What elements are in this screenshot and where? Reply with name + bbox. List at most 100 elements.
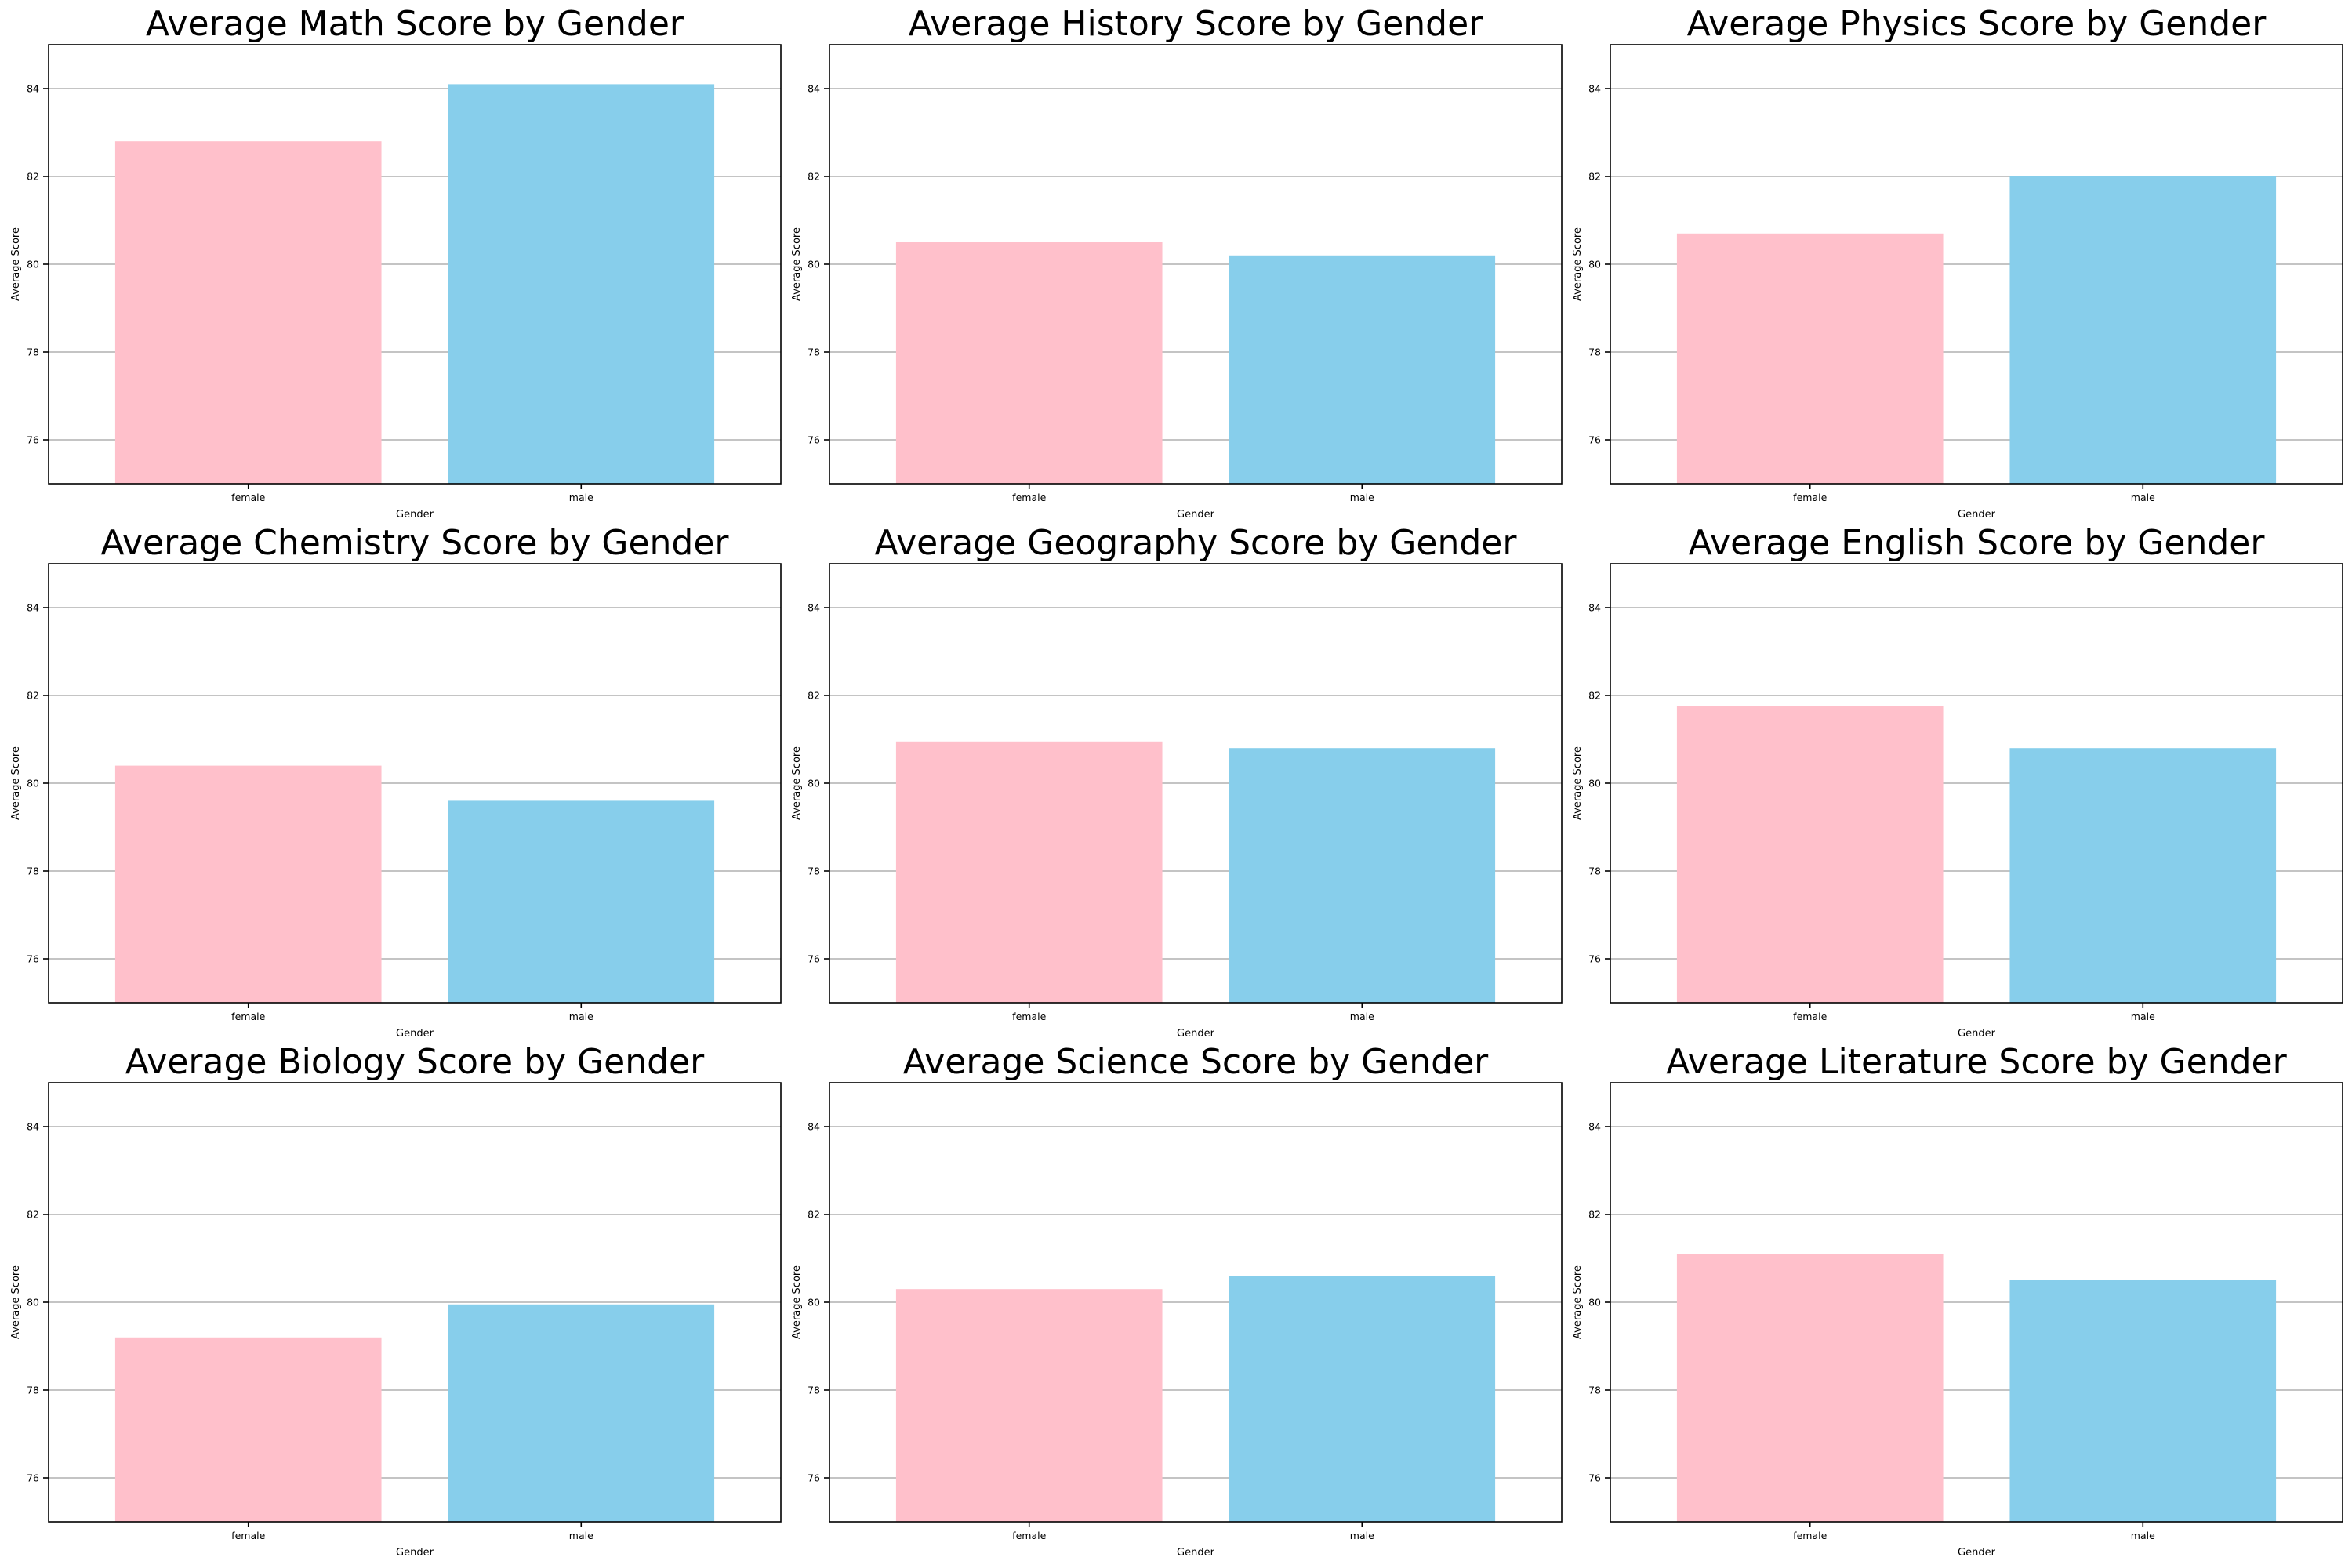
y-tick-label: 82 — [808, 171, 820, 183]
chart-title: Average Chemistry Score by Gender — [100, 523, 729, 563]
y-tick-label: 82 — [808, 690, 820, 702]
y-tick-label: 82 — [1588, 690, 1601, 702]
y-axis-label: Average Score — [791, 746, 803, 820]
y-tick-label: 82 — [1588, 171, 1601, 183]
x-tick-label: male — [1350, 492, 1374, 503]
y-tick-label: 78 — [27, 866, 39, 877]
y-tick-label: 80 — [27, 259, 39, 270]
bar-female — [114, 141, 382, 484]
x-tick-label: male — [569, 1530, 593, 1541]
y-axis-label: Average Score — [10, 746, 22, 820]
y-tick-label: 80 — [1588, 1297, 1601, 1308]
chart-panel-1: Average Math Score by Gender 76 78 80 82 84 fe… — [10, 4, 782, 521]
plot-frame — [829, 1082, 1563, 1523]
y-tick-label: 78 — [27, 1385, 39, 1396]
y-tick-label: 76 — [808, 953, 820, 965]
chart-title: Average English Score by Gender — [1689, 523, 2266, 563]
y-axis-label: Average Score — [791, 1265, 803, 1339]
chart-panel-8: Average Science Score by Gender 76 78 80 82 8… — [791, 1042, 1563, 1559]
x-tick-label: male — [569, 1011, 593, 1022]
y-axis-label: Average Score — [1572, 746, 1584, 820]
bar-female — [895, 242, 1163, 484]
x-tick-label: female — [231, 492, 265, 503]
y-tick-label: 80 — [1588, 778, 1601, 789]
y-tick-label: 76 — [27, 434, 39, 446]
y-tick-label: 82 — [1588, 1209, 1601, 1221]
y-tick-label: 76 — [1588, 434, 1601, 446]
y-tick-label: 84 — [1588, 83, 1601, 95]
chart-title: Average Literature Score by Gender — [1666, 1042, 2287, 1082]
plot-frame — [48, 563, 782, 1004]
bar-male — [448, 1304, 715, 1522]
y-tick-label: 80 — [808, 778, 820, 789]
bar-female — [1676, 706, 1944, 1003]
y-axis-label: Average Score — [791, 227, 803, 301]
y-tick-label: 76 — [27, 953, 39, 965]
x-tick-label: female — [1012, 492, 1046, 503]
bar-male — [2009, 1280, 2277, 1522]
y-tick-label: 84 — [27, 602, 39, 614]
y-tick-label: 82 — [27, 171, 39, 183]
plot-frame — [48, 1082, 782, 1523]
y-tick-label: 78 — [1588, 866, 1601, 877]
y-tick-label: 84 — [808, 83, 820, 95]
x-tick-label: female — [1793, 1011, 1827, 1022]
y-tick-label: 78 — [27, 347, 39, 358]
bar-female — [114, 765, 382, 1003]
y-tick-label: 84 — [27, 83, 39, 95]
y-tick-label: 82 — [27, 1209, 39, 1221]
y-axis-label: Average Score — [10, 227, 22, 301]
y-tick-label: 80 — [808, 1297, 820, 1308]
chart-title: Average Biology Score by Gender — [125, 1042, 705, 1082]
y-tick-label: 80 — [27, 1297, 39, 1308]
y-tick-label: 78 — [1588, 347, 1601, 358]
bar-male — [448, 84, 715, 485]
x-tick-label: male — [2131, 1530, 2155, 1541]
y-tick-label: 84 — [1588, 602, 1601, 614]
x-axis-label: Gender — [1177, 1028, 1215, 1040]
chart-panel-6: Average English Score by Gender 76 78 80 82 8… — [1572, 523, 2343, 1040]
chart-title: Average Geography Score by Gender — [875, 523, 1518, 563]
chart-panel-5: Average Geography Score by Gender 76 78 80 8… — [791, 523, 1563, 1040]
y-tick-label: 84 — [808, 1121, 820, 1133]
x-axis-label: Gender — [1958, 1547, 1996, 1559]
chart-panel-3: Average Physics Score by Gender 76 78 80 82 8… — [1572, 4, 2343, 521]
bar-female — [1676, 1254, 1944, 1522]
x-tick-label: female — [1012, 1011, 1046, 1022]
x-tick-label: female — [1793, 1530, 1827, 1541]
chart-panel-7: Average Biology Score by Gender 76 78 80 82 8… — [10, 1042, 782, 1559]
bar-male — [1229, 748, 1496, 1003]
bar-male — [2009, 748, 2277, 1003]
x-axis-label: Gender — [1177, 1547, 1215, 1559]
x-tick-label: female — [231, 1011, 265, 1022]
plot-frame — [1610, 44, 2343, 485]
bar-male — [2009, 176, 2277, 484]
y-tick-label: 78 — [808, 1385, 820, 1396]
y-tick-label: 82 — [27, 690, 39, 702]
chart-title: Average Science Score by Gender — [903, 1042, 1489, 1082]
plot-frame — [1610, 563, 2343, 1004]
chart-title: Average History Score by Gender — [909, 4, 1483, 44]
y-tick-label: 84 — [808, 602, 820, 614]
y-tick-label: 76 — [27, 1472, 39, 1484]
y-axis-label: Average Score — [10, 1265, 22, 1339]
y-tick-label: 80 — [1588, 259, 1601, 270]
bar-male — [1229, 255, 1496, 484]
bar-male — [448, 800, 715, 1003]
y-tick-label: 82 — [808, 1209, 820, 1221]
x-tick-label: female — [1793, 492, 1827, 503]
x-tick-label: male — [2131, 492, 2155, 503]
x-tick-label: male — [1350, 1011, 1374, 1022]
x-axis-label: Gender — [1177, 509, 1215, 521]
bar-female — [114, 1337, 382, 1522]
chart-panel-9: Average Literature Score by Gender 76 78 80… — [1572, 1042, 2343, 1559]
bar-female — [895, 741, 1163, 1003]
x-tick-label: male — [2131, 1011, 2155, 1022]
bar-female — [1676, 233, 1944, 484]
y-tick-label: 76 — [1588, 1472, 1601, 1484]
y-tick-label: 84 — [27, 1121, 39, 1133]
x-axis-label: Gender — [396, 509, 434, 521]
y-tick-label: 84 — [1588, 1121, 1601, 1133]
x-tick-label: male — [1350, 1530, 1374, 1541]
plot-frame — [829, 563, 1563, 1004]
